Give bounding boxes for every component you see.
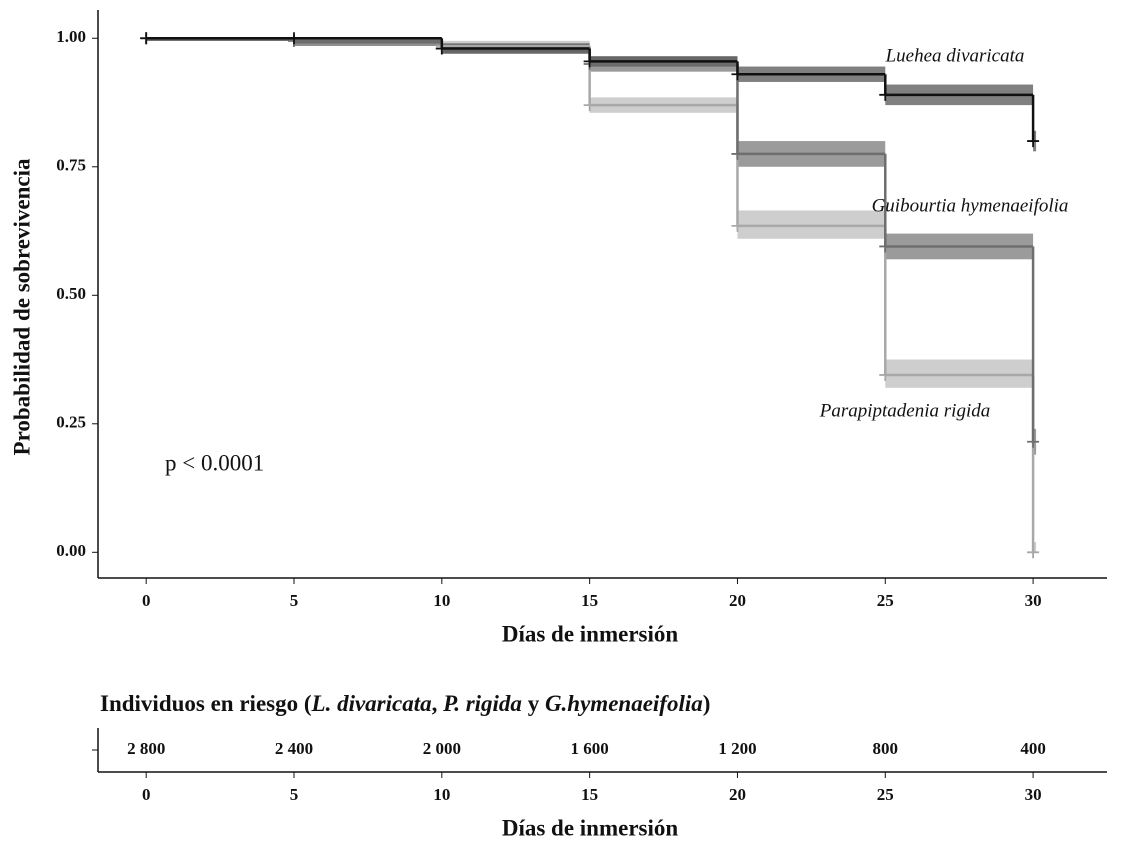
- risk-value: 2 000: [423, 739, 461, 758]
- x-tick-label: 10: [433, 591, 450, 610]
- risk-title-part: Individuos en riesgo (: [100, 691, 312, 716]
- y-tick-label: 1.00: [56, 27, 86, 46]
- confidence-band: [737, 210, 886, 239]
- y-tick-label: 0.25: [56, 413, 86, 432]
- x-tick-label: 5: [290, 591, 299, 610]
- risk-x-axis-label: Días de inmersión: [502, 815, 679, 840]
- censor-mark: [435, 42, 448, 55]
- series-label: Guibourtia hymenaeifolia: [872, 195, 1069, 216]
- censor-mark: [731, 147, 744, 160]
- censor-mark: [731, 68, 744, 81]
- censor-mark: [140, 32, 153, 45]
- censor-mark: [879, 88, 892, 101]
- confidence-band: [146, 38, 295, 41]
- censor-mark: [1027, 546, 1040, 559]
- censor-mark: [1027, 135, 1040, 148]
- p-value: p < 0.0001: [165, 450, 264, 475]
- risk-value: 400: [1020, 739, 1046, 758]
- risk-title-part: y: [522, 691, 545, 716]
- risk-value: 1 600: [571, 739, 609, 758]
- risk-x-tick-label: 10: [433, 785, 450, 804]
- censor-mark: [879, 368, 892, 381]
- risk-x-tick-label: 25: [877, 785, 894, 804]
- censor-mark: [583, 99, 596, 112]
- risk-x-tick-label: 0: [142, 785, 151, 804]
- x-tick-label: 30: [1025, 591, 1042, 610]
- censor-mark: [879, 240, 892, 253]
- risk-title-part: P. rigida: [442, 691, 522, 716]
- censor-mark: [583, 55, 596, 68]
- x-tick-label: 20: [729, 591, 746, 610]
- series-label: Parapiptadenia rigida: [819, 400, 990, 421]
- x-tick-label: 15: [581, 591, 598, 610]
- risk-value: 2 400: [275, 739, 313, 758]
- confidence-band: [885, 359, 1034, 388]
- censor-mark: [288, 32, 301, 45]
- risk-x-tick-label: 15: [581, 785, 598, 804]
- y-tick-label: 0.00: [56, 541, 86, 560]
- y-axis-label: Probabilidad de sobrevivencia: [9, 158, 34, 455]
- risk-title-part: G.hymenaeifolia: [545, 691, 703, 716]
- risk-x-tick-label: 5: [290, 785, 299, 804]
- y-tick-label: 0.50: [56, 284, 86, 303]
- risk-x-tick-label: 20: [729, 785, 746, 804]
- risk-title-part: L. divaricata: [311, 691, 432, 716]
- risk-value: 2 800: [127, 739, 165, 758]
- risk-title-part: ): [703, 691, 711, 716]
- risk-value: 800: [873, 739, 899, 758]
- x-axis-label: Días de inmersión: [502, 621, 679, 646]
- x-tick-label: 25: [877, 591, 894, 610]
- risk-title: Individuos en riesgo (L. divaricata, P. …: [100, 691, 710, 716]
- y-tick-label: 0.75: [56, 156, 86, 175]
- risk-value: 1 200: [718, 739, 756, 758]
- risk-x-tick-label: 30: [1025, 785, 1042, 804]
- x-tick-label: 0: [142, 591, 151, 610]
- confidence-band: [1033, 542, 1037, 553]
- censor-mark: [1027, 435, 1040, 448]
- series-label: Luehea divaricata: [885, 45, 1025, 66]
- censor-mark: [731, 219, 744, 232]
- risk-title-part: ,: [432, 691, 444, 716]
